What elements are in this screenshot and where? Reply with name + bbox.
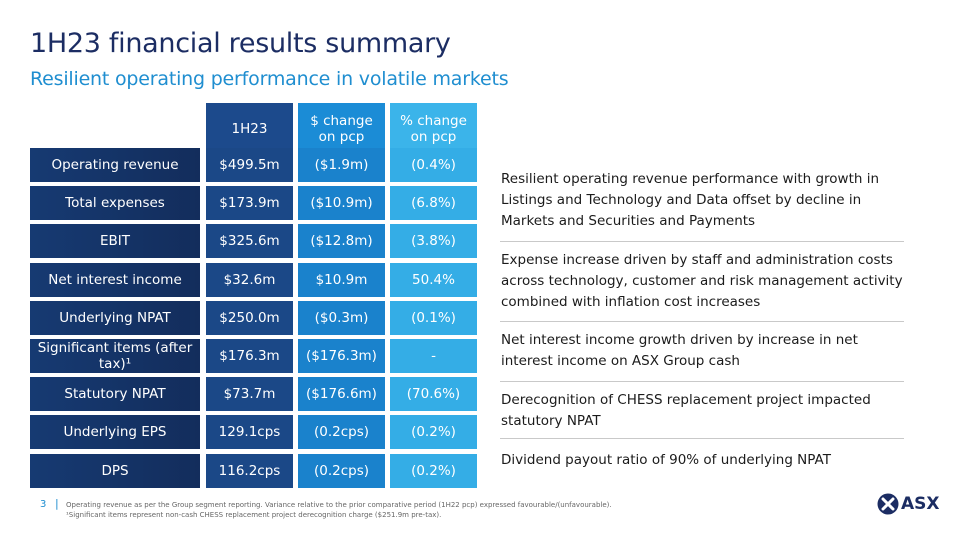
bullet-text: Resilient operating revenue performance … [501,171,880,229]
table-cell: (6.8%) [390,186,477,221]
row-label: Significant items (after tax)¹ [30,339,200,373]
table-cell: $73.7m [206,377,293,412]
logo: ASX [877,493,940,515]
divider: | [55,497,59,510]
table-cell: $176.3m [206,339,293,373]
logo-text: ASX [901,494,940,514]
table-cell: ($176.6m) [298,377,385,412]
table-cell: $325.6m [206,224,293,259]
table-cell: ($12.8m) [298,224,385,259]
row-label: EBIT [30,224,200,259]
table-cell: ($0.3m) [298,300,385,335]
table-cell: $250.0m [206,300,293,335]
row-label: Underlying EPS [30,415,200,450]
separator [500,438,904,439]
table-cell: $10.9m [298,262,385,297]
table-cell: (0.2cps) [298,453,385,488]
table-cell: $499.5m [206,148,293,182]
footnote: ¹Significant items represent non-cash CH… [66,511,442,519]
row-label: Operating revenue [30,148,200,182]
bullet-text: Expense increase driven by staff and adm… [501,252,903,310]
row-label: Total expenses [30,186,200,221]
table-cell: 50.4% [390,262,477,297]
row-label: DPS [30,453,200,488]
row-label: Underlying NPAT [30,300,200,335]
table-cell: (3.8%) [390,224,477,259]
bullet-text: Net interest income growth driven by inc… [501,332,858,369]
column-header: $ change on pcp [298,103,385,155]
table-cell: (0.2%) [390,415,477,450]
subtitle: Resilient operating performance in volat… [30,68,509,90]
footnote: Operating revenue as per the Group segme… [66,501,612,509]
bullet-text: Dividend payout ratio of 90% of underlyi… [501,452,831,468]
table-cell: - [390,339,477,373]
row-label: Net interest income [30,262,200,297]
row-label: Statutory NPAT [30,377,200,412]
table-cell: ($176.3m) [298,339,385,373]
column-header: 1H23 [206,103,293,155]
table-cell: 129.1cps [206,415,293,450]
bullet-text: Derecognition of CHESS replacement proje… [501,392,871,429]
table-cell: 116.2cps [206,453,293,488]
table-cell: $32.6m [206,262,293,297]
table-cell: ($10.9m) [298,186,385,221]
logo-icon [877,493,899,515]
separator [500,381,904,382]
table-cell: (0.1%) [390,300,477,335]
table-cell: (0.2cps) [298,415,385,450]
table-cell: (0.4%) [390,148,477,182]
table-cell: (0.2%) [390,453,477,488]
page-number: 3 [40,499,47,510]
title: 1H23 financial results summary [30,28,451,59]
column-header: % change on pcp [390,103,477,155]
separator [500,241,904,242]
table-cell: (70.6%) [390,377,477,412]
table-cell: ($1.9m) [298,148,385,182]
table-cell: $173.9m [206,186,293,221]
separator [500,321,904,322]
